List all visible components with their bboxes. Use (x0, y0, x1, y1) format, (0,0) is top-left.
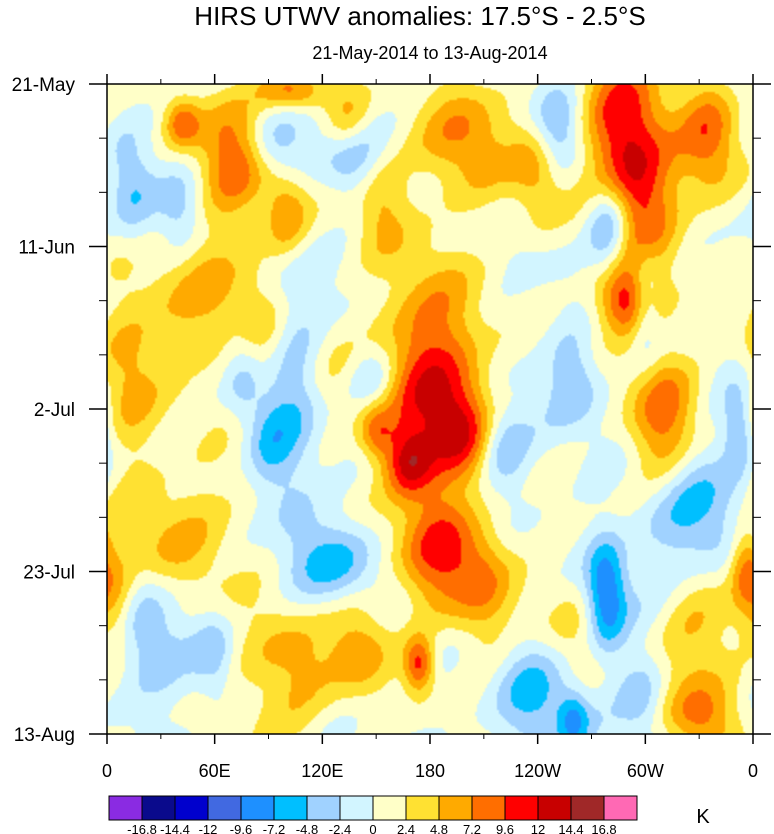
colorbar-level-label: -2.4 (329, 822, 351, 834)
x-tick-label: 0 (748, 761, 758, 781)
x-tick-label: 0 (102, 761, 112, 781)
colorbar-level-label: -7.2 (263, 822, 285, 834)
x-tick-label: 180 (415, 761, 445, 781)
chart-title: HIRS UTWV anomalies: 17.5°S - 2.5°S (194, 1, 645, 31)
colorbar-swatch (537, 795, 572, 821)
x-axis: 0 60E 120E 180 120W 60W 0 (102, 74, 758, 781)
colorbar-level-label: 7.2 (463, 822, 481, 834)
colorbar-swatch (339, 795, 374, 821)
colorbar-swatch (141, 795, 176, 821)
y-axis: 21-May 11-Jun 2-Jul 23-Jul 13-Aug (12, 75, 771, 746)
colorbar-level-label: 12 (531, 822, 545, 834)
colorbar-level-label: 2.4 (397, 822, 415, 834)
colorbar-swatch (438, 795, 473, 821)
chart-subtitle: 21-May-2014 to 13-Aug-2014 (312, 43, 547, 63)
colorbar-swatch (405, 795, 440, 821)
y-tick-label: 11-Jun (18, 238, 75, 259)
y-tick-label: 23-Jul (23, 563, 75, 584)
x-tick-label: 120E (301, 761, 343, 781)
colorbar-level-label: -4.8 (296, 822, 318, 834)
colorbar-level-label: 4.8 (430, 822, 448, 834)
colorbar-swatch (603, 795, 638, 821)
colorbar-level-label: -9.6 (230, 822, 252, 834)
y-tick-label: 13-Aug (14, 725, 75, 746)
heatmap-field (107, 84, 753, 734)
x-tick-label: 120W (514, 761, 561, 781)
colorbar: -16.8 -14.4 -12 -9.6 -7.2 -4.8 -2.4 0 2.4 4.8 7.2 9… (108, 795, 638, 834)
colorbar-swatch (570, 795, 605, 821)
colorbar-swatch (207, 795, 242, 821)
x-tick-label: 60W (627, 761, 664, 781)
colorbar-swatch (306, 795, 341, 821)
colorbar-level-label: -14.4 (160, 822, 190, 834)
colorbar-swatch (504, 795, 539, 821)
heatmap-plot-area (106, 83, 754, 735)
colorbar-swatch (108, 795, 143, 821)
colorbar-level-label: -16.8 (127, 822, 157, 834)
colorbar-swatch (471, 795, 506, 821)
colorbar-unit-label: K (696, 806, 710, 828)
colorbar-swatch (372, 795, 407, 821)
colorbar-swatch (240, 795, 275, 821)
colorbar-swatch (174, 795, 209, 821)
colorbar-level-label: 0 (369, 822, 376, 834)
colorbar-level-label: 9.6 (496, 822, 514, 834)
colorbar-swatch (273, 795, 308, 821)
colorbar-level-label: 14.4 (558, 822, 583, 834)
y-tick-label: 2-Jul (34, 400, 75, 421)
colorbar-level-label: -12 (199, 822, 218, 834)
colorbar-level-label: 16.8 (591, 822, 616, 834)
y-tick-label: 21-May (12, 75, 76, 96)
x-tick-label: 60E (199, 761, 231, 781)
